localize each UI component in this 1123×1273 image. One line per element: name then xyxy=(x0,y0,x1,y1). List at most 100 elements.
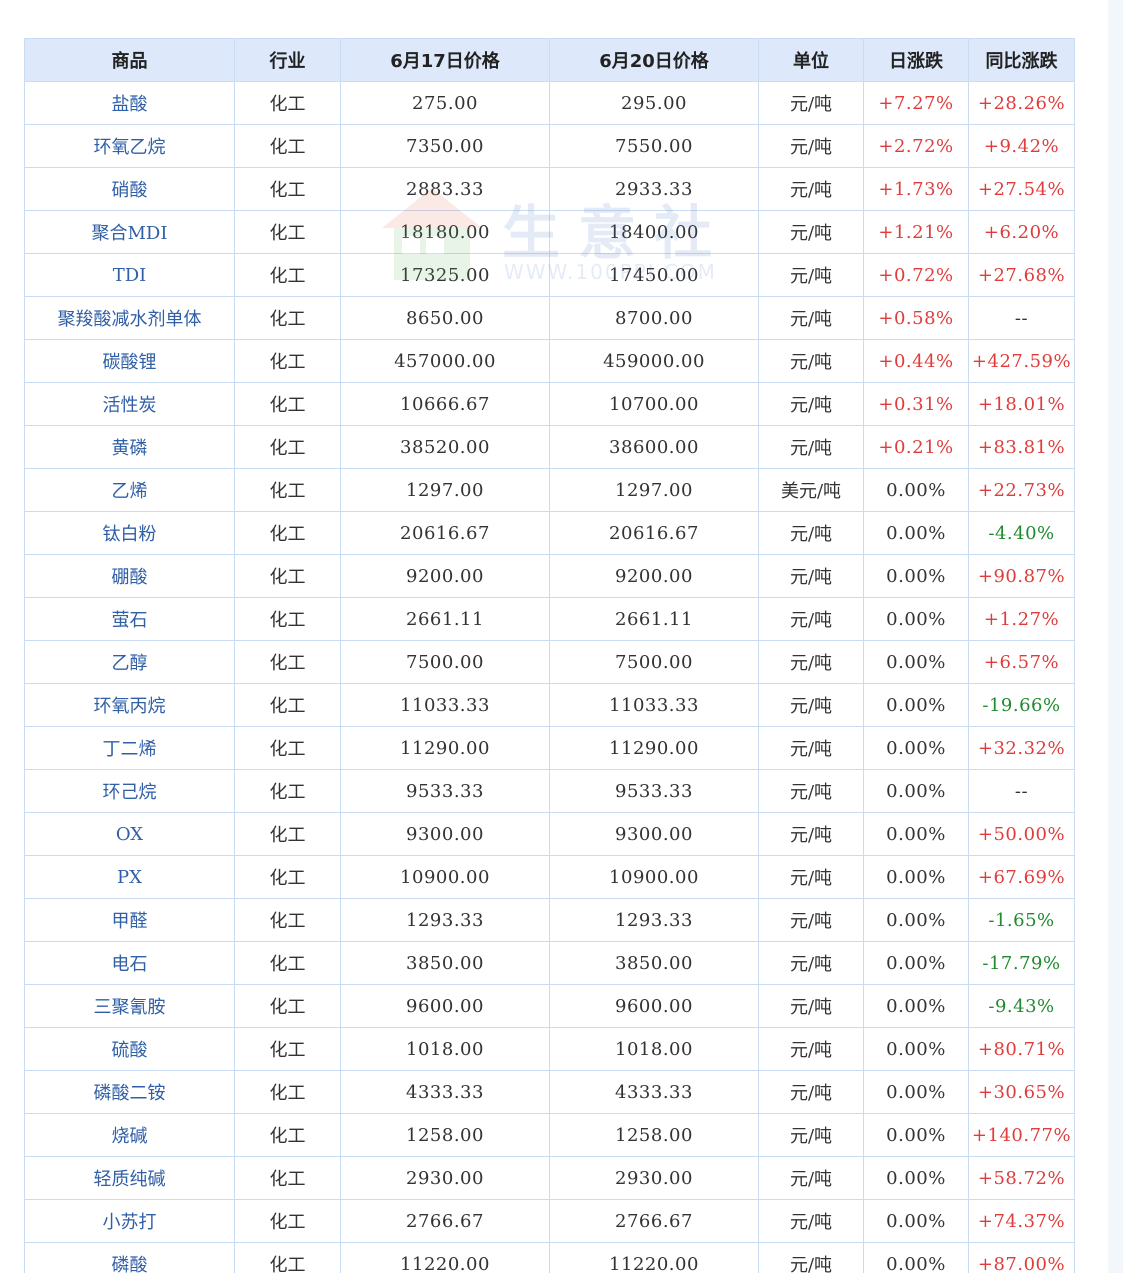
daily-change-cell: +0.58% xyxy=(863,296,969,340)
commodity-name[interactable]: 三聚氰胺 xyxy=(24,984,235,1028)
commodity-name[interactable]: 小苏打 xyxy=(24,1199,235,1243)
price-jun20-cell: 9600.00 xyxy=(549,984,759,1028)
yoy-change-cell: +32.32% xyxy=(968,726,1075,770)
unit-cell: 元/吨 xyxy=(758,81,864,125)
commodity-name[interactable]: 钛白粉 xyxy=(24,511,235,555)
price-jun20-cell: 38600.00 xyxy=(549,425,759,469)
table-row: 轻质纯碱 化工 2930.00 2930.00 元/吨 0.00% +58.72% xyxy=(24,1156,1075,1200)
commodity-name[interactable]: 环己烷 xyxy=(24,769,235,813)
industry-cell: 化工 xyxy=(234,812,341,856)
table-row: 磷酸二铵 化工 4333.33 4333.33 元/吨 0.00% +30.65% xyxy=(24,1070,1075,1114)
daily-change-cell: 0.00% xyxy=(863,554,969,598)
commodity-name[interactable]: 环氧乙烷 xyxy=(24,124,235,168)
industry-cell: 化工 xyxy=(234,210,341,254)
yoy-change-cell: +427.59% xyxy=(968,339,1075,383)
header-price-jun20[interactable]: 6月20日价格 xyxy=(549,38,759,82)
industry-cell: 化工 xyxy=(234,726,341,770)
unit-cell: 元/吨 xyxy=(758,382,864,426)
commodity-name[interactable]: 聚羧酸减水剂单体 xyxy=(24,296,235,340)
commodity-name[interactable]: 丁二烯 xyxy=(24,726,235,770)
commodity-name[interactable]: 黄磷 xyxy=(24,425,235,469)
header-industry[interactable]: 行业 xyxy=(234,38,341,82)
unit-cell: 元/吨 xyxy=(758,124,864,168)
header-commodity[interactable]: 商品 xyxy=(24,38,235,82)
unit-cell: 元/吨 xyxy=(758,511,864,555)
price-jun20-cell: 11033.33 xyxy=(549,683,759,727)
table-row: 三聚氰胺 化工 9600.00 9600.00 元/吨 0.00% -9.43% xyxy=(24,984,1075,1028)
industry-cell: 化工 xyxy=(234,511,341,555)
commodity-name[interactable]: 电石 xyxy=(24,941,235,985)
industry-cell: 化工 xyxy=(234,769,341,813)
price-jun17-cell: 9200.00 xyxy=(340,554,550,598)
scrollbar-track[interactable] xyxy=(1108,0,1123,1273)
commodity-name[interactable]: TDI xyxy=(24,253,235,297)
industry-cell: 化工 xyxy=(234,425,341,469)
price-jun20-cell: 9300.00 xyxy=(549,812,759,856)
commodity-name[interactable]: 烧碱 xyxy=(24,1113,235,1157)
price-jun17-cell: 2883.33 xyxy=(340,167,550,211)
price-jun17-cell: 1258.00 xyxy=(340,1113,550,1157)
price-jun20-cell: 1297.00 xyxy=(549,468,759,512)
header-daily-change[interactable]: 日涨跌 xyxy=(863,38,969,82)
daily-change-cell: +0.21% xyxy=(863,425,969,469)
commodity-name[interactable]: 碳酸锂 xyxy=(24,339,235,383)
price-jun17-cell: 275.00 xyxy=(340,81,550,125)
industry-cell: 化工 xyxy=(234,898,341,942)
yoy-change-cell: -- xyxy=(968,296,1075,340)
price-jun17-cell: 2930.00 xyxy=(340,1156,550,1200)
commodity-name[interactable]: 磷酸二铵 xyxy=(24,1070,235,1114)
industry-cell: 化工 xyxy=(234,167,341,211)
commodity-name[interactable]: OX xyxy=(24,812,235,856)
table-row: 黄磷 化工 38520.00 38600.00 元/吨 +0.21% +83.81% xyxy=(24,425,1075,469)
commodity-name[interactable]: PX xyxy=(24,855,235,899)
yoy-change-cell: -19.66% xyxy=(968,683,1075,727)
header-yoy-change[interactable]: 同比涨跌 xyxy=(968,38,1075,82)
unit-cell: 元/吨 xyxy=(758,941,864,985)
commodity-name[interactable]: 聚合MDI xyxy=(24,210,235,254)
commodity-name[interactable]: 乙醇 xyxy=(24,640,235,684)
commodity-name[interactable]: 磷酸 xyxy=(24,1242,235,1273)
price-jun20-cell: 8700.00 xyxy=(549,296,759,340)
price-jun20-cell: 11290.00 xyxy=(549,726,759,770)
commodity-name[interactable]: 环氧丙烷 xyxy=(24,683,235,727)
commodity-name[interactable]: 轻质纯碱 xyxy=(24,1156,235,1200)
price-jun17-cell: 11033.33 xyxy=(340,683,550,727)
commodity-name[interactable]: 硼酸 xyxy=(24,554,235,598)
header-price-jun17[interactable]: 6月17日价格 xyxy=(340,38,550,82)
price-jun17-cell: 11220.00 xyxy=(340,1242,550,1273)
commodity-name[interactable]: 硝酸 xyxy=(24,167,235,211)
daily-change-cell: +2.72% xyxy=(863,124,969,168)
table-row: 烧碱 化工 1258.00 1258.00 元/吨 0.00% +140.77% xyxy=(24,1113,1075,1157)
table-row: OX 化工 9300.00 9300.00 元/吨 0.00% +50.00% xyxy=(24,812,1075,856)
commodity-name[interactable]: 盐酸 xyxy=(24,81,235,125)
table-row: PX 化工 10900.00 10900.00 元/吨 0.00% +67.69% xyxy=(24,855,1075,899)
daily-change-cell: 0.00% xyxy=(863,812,969,856)
price-jun20-cell: 9200.00 xyxy=(549,554,759,598)
industry-cell: 化工 xyxy=(234,253,341,297)
commodity-name[interactable]: 活性炭 xyxy=(24,382,235,426)
yoy-change-cell: +27.68% xyxy=(968,253,1075,297)
header-unit[interactable]: 单位 xyxy=(758,38,864,82)
price-jun17-cell: 1297.00 xyxy=(340,468,550,512)
daily-change-cell: 0.00% xyxy=(863,640,969,684)
daily-change-cell: +1.21% xyxy=(863,210,969,254)
commodity-name[interactable]: 硫酸 xyxy=(24,1027,235,1071)
unit-cell: 元/吨 xyxy=(758,1027,864,1071)
table-row: 碳酸锂 化工 457000.00 459000.00 元/吨 +0.44% +427.59% xyxy=(24,339,1075,383)
price-jun20-cell: 7550.00 xyxy=(549,124,759,168)
daily-change-cell: +0.31% xyxy=(863,382,969,426)
price-jun20-cell: 2766.67 xyxy=(549,1199,759,1243)
price-jun17-cell: 9600.00 xyxy=(340,984,550,1028)
industry-cell: 化工 xyxy=(234,683,341,727)
table-row: 电石 化工 3850.00 3850.00 元/吨 0.00% -17.79% xyxy=(24,941,1075,985)
daily-change-cell: 0.00% xyxy=(863,898,969,942)
commodity-name[interactable]: 甲醛 xyxy=(24,898,235,942)
unit-cell: 元/吨 xyxy=(758,726,864,770)
table-row: 环己烷 化工 9533.33 9533.33 元/吨 0.00% -- xyxy=(24,769,1075,813)
yoy-change-cell: +27.54% xyxy=(968,167,1075,211)
price-jun17-cell: 2766.67 xyxy=(340,1199,550,1243)
table-header-row: 商品 行业 6月17日价格 6月20日价格 单位 日涨跌 同比涨跌 xyxy=(24,38,1075,82)
price-jun17-cell: 18180.00 xyxy=(340,210,550,254)
commodity-name[interactable]: 萤石 xyxy=(24,597,235,641)
commodity-name[interactable]: 乙烯 xyxy=(24,468,235,512)
